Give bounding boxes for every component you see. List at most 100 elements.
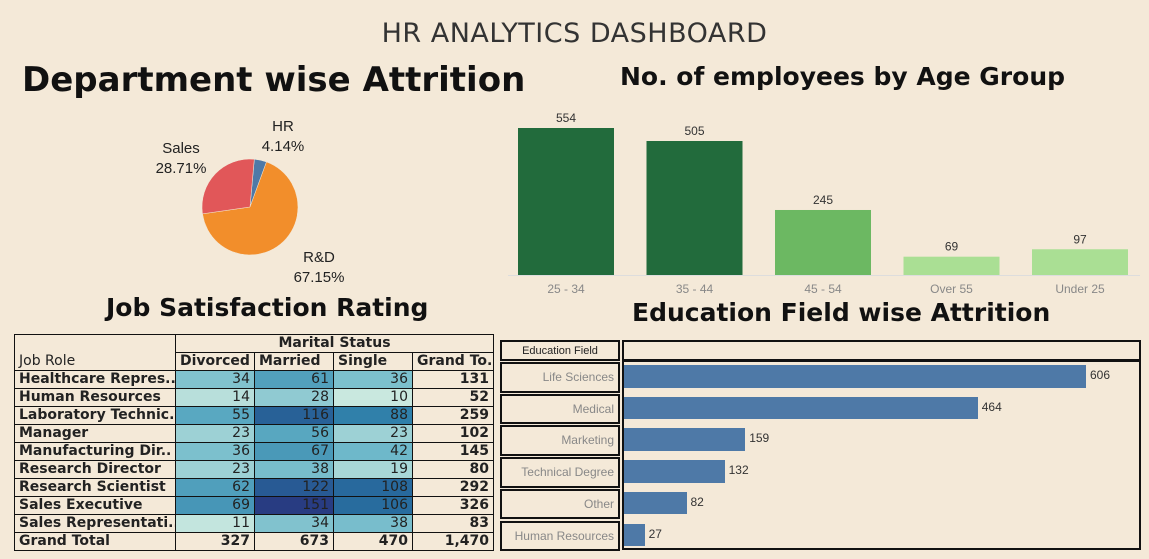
age-bar-value: 505 <box>684 124 704 138</box>
heat-cell: 69 <box>175 496 255 515</box>
age-bar <box>646 141 743 275</box>
row-grand-total: 145 <box>412 442 494 461</box>
row-grand-total: 292 <box>412 478 494 497</box>
marital-status-header: Marital Status <box>175 334 494 353</box>
education-bar-value: 464 <box>981 399 1002 414</box>
row-grand-total: 80 <box>412 460 494 479</box>
pie-sales-name: Sales <box>162 140 200 157</box>
education-bar <box>624 365 1086 388</box>
education-category-box: Technical Degree <box>500 457 620 488</box>
heat-cell: 23 <box>175 460 255 479</box>
job-role-label: Sales Representati.. <box>14 514 176 533</box>
row-grand-total: 52 <box>412 388 494 407</box>
education-bar-value: 82 <box>690 494 704 509</box>
job-satisfaction-table: Job Role Marital Status Divorced Married… <box>14 334 494 551</box>
age-bar-value: 97 <box>1073 232 1087 246</box>
job-role-label: Healthcare Repres.. <box>14 370 176 389</box>
age-bar-value: 554 <box>556 111 576 125</box>
heat-cell: 38 <box>333 514 413 533</box>
job-role-label: Research Scientist <box>14 478 176 497</box>
education-category-label: Medical <box>572 401 614 416</box>
education-title: Education Field wise Attrition <box>632 298 1051 327</box>
education-chart: Education Field Life Sciences 606 Medical 46… <box>500 338 1145 553</box>
row-grand-total: 326 <box>412 496 494 515</box>
column-grand-total: 470 <box>333 532 413 551</box>
education-category-label: Technical Degree <box>521 465 614 480</box>
heat-cell: 36 <box>333 370 413 389</box>
education-field-header-box: Education Field <box>500 340 620 361</box>
heat-cell: 56 <box>254 424 334 443</box>
heat-cell: 108 <box>333 478 413 497</box>
heat-cell: 36 <box>175 442 255 461</box>
table-row: Manager 23 56 23 102 <box>14 424 494 443</box>
pie-rd-name: R&D <box>303 249 335 266</box>
heat-cell: 11 <box>175 514 255 533</box>
education-bar <box>624 428 746 452</box>
job-role-label: Manufacturing Dir.. <box>14 442 176 461</box>
job-role-header: Job Role <box>14 334 176 371</box>
education-bar-value: 606 <box>1090 368 1111 382</box>
row-grand-total: 83 <box>412 514 494 533</box>
column-grand-total: 673 <box>254 532 334 551</box>
table-row: Research Director 23 38 19 80 <box>14 460 494 479</box>
education-bar-value: 159 <box>749 431 770 446</box>
pie-label-sales: Sales 28.71% <box>150 139 212 179</box>
education-category-box: Marketing <box>500 425 620 457</box>
pie-hr-pct: 4.14% <box>261 138 305 155</box>
heat-cell: 61 <box>254 370 334 389</box>
heat-cell: 88 <box>333 406 413 425</box>
heat-cell: 151 <box>254 496 334 515</box>
age-tick-label: 35 - 44 <box>676 282 714 296</box>
pie-sales-pct: 28.71% <box>155 160 207 177</box>
heat-cell: 38 <box>254 460 334 479</box>
education-category-label: Life Sciences <box>542 370 614 384</box>
dashboard-title: HR ANALYTICS DASHBOARD <box>381 18 768 49</box>
job-role-label: Manager <box>14 424 176 443</box>
age-bar <box>1032 249 1128 275</box>
heat-cell: 23 <box>333 424 413 443</box>
table-row: Research Scientist 62 122 108 292 <box>14 478 494 497</box>
column-grand-total: 327 <box>175 532 255 551</box>
education-category-label: Human Resources <box>514 528 614 543</box>
age-tick-label: 25 - 34 <box>547 282 585 296</box>
education-bar <box>624 460 725 483</box>
row-grand-total: 131 <box>412 370 494 389</box>
heat-cell: 55 <box>175 406 255 425</box>
pie-slice-rd <box>202 161 299 256</box>
heat-cell: 10 <box>333 388 413 407</box>
education-header-bar-box <box>622 340 1141 361</box>
job-role-label: Research Director <box>14 460 176 479</box>
job-satisfaction-title: Job Satisfaction Rating <box>106 293 429 322</box>
age-bar <box>775 209 871 275</box>
col-header-grand-total: Grand To.. <box>412 352 494 371</box>
age-bar <box>518 128 614 275</box>
age-bar-value: 245 <box>813 193 833 207</box>
education-field-header: Education Field <box>522 345 598 357</box>
age-tick-label: Over 55 <box>930 282 973 296</box>
education-category-box: Life Sciences <box>500 362 620 393</box>
row-grand-total: 102 <box>412 424 494 443</box>
job-role-label: Human Resources <box>14 388 176 407</box>
education-category-box: Other <box>500 488 620 520</box>
heat-cell: 34 <box>254 514 334 533</box>
education-category-label: Marketing <box>561 433 614 448</box>
grand-total-row: Grand Total 327 673 470 1,470 <box>14 532 494 551</box>
col-header-married: Married <box>254 352 334 371</box>
dept-attrition-title: Department wise Attrition <box>22 60 526 100</box>
col-header-single: Single <box>333 352 413 371</box>
heat-cell: 42 <box>333 442 413 461</box>
age-bar-chart: 554 25 - 34 505 35 - 44 245 45 - 54 69 Over 55 9… <box>508 111 1140 296</box>
pie-label-rd: R&D 67.15% <box>286 248 352 288</box>
grand-total-label: Grand Total <box>14 532 176 551</box>
education-category-label: Other <box>583 496 614 511</box>
age-group-title: No. of employees by Age Group <box>620 62 1066 91</box>
pie-rd-pct: 67.15% <box>293 269 345 286</box>
education-plot-frame <box>622 360 1141 550</box>
heat-cell: 14 <box>175 388 255 407</box>
heat-cell: 67 <box>254 442 334 461</box>
pie-hr-name: HR <box>272 118 294 135</box>
education-category-box: Human Resources <box>500 520 620 552</box>
education-category-box: Medical <box>500 393 620 425</box>
heat-cell: 122 <box>254 478 334 497</box>
heat-cell: 19 <box>333 460 413 479</box>
